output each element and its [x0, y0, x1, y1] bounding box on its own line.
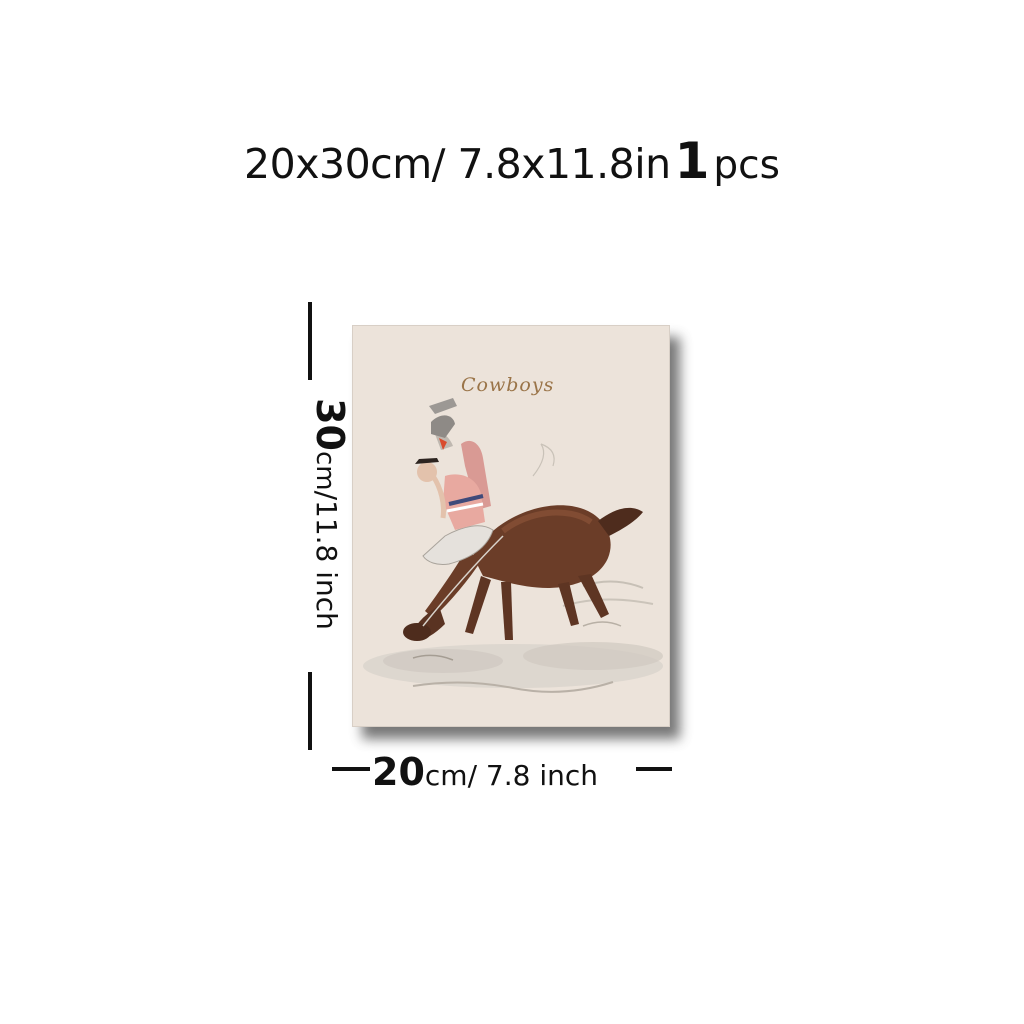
width-number: 20	[372, 750, 425, 794]
artwork-title: Cowboys	[461, 374, 555, 396]
cowboy-illustration	[363, 398, 663, 693]
height-bar-top	[308, 302, 312, 380]
quantity-unit: pcs	[713, 143, 780, 188]
height-number: 30	[308, 398, 352, 451]
width-bar-right	[636, 767, 672, 771]
canvas-artwork: Cowboys	[352, 325, 670, 727]
size-title: 20x30cm/ 7.8x11.8in1 pcs	[0, 136, 1024, 186]
height-label: 30cm/11.8 inch	[305, 364, 355, 664]
width-unit-inch: / 7.8 inch	[467, 759, 598, 792]
size-text: 20x30cm/ 7.8x11.8in	[244, 140, 671, 188]
width-label: 20cm/ 7.8 inch	[372, 752, 598, 800]
quantity-number: 1	[674, 132, 710, 190]
canvas-print: Cowboys	[352, 325, 680, 739]
height-unit-cm: cm	[310, 450, 340, 491]
height-bar-bottom	[308, 672, 312, 750]
height-unit-inch: /11.8 inch	[310, 490, 343, 630]
width-bar-left	[332, 767, 370, 771]
width-unit-cm: cm	[424, 759, 468, 792]
